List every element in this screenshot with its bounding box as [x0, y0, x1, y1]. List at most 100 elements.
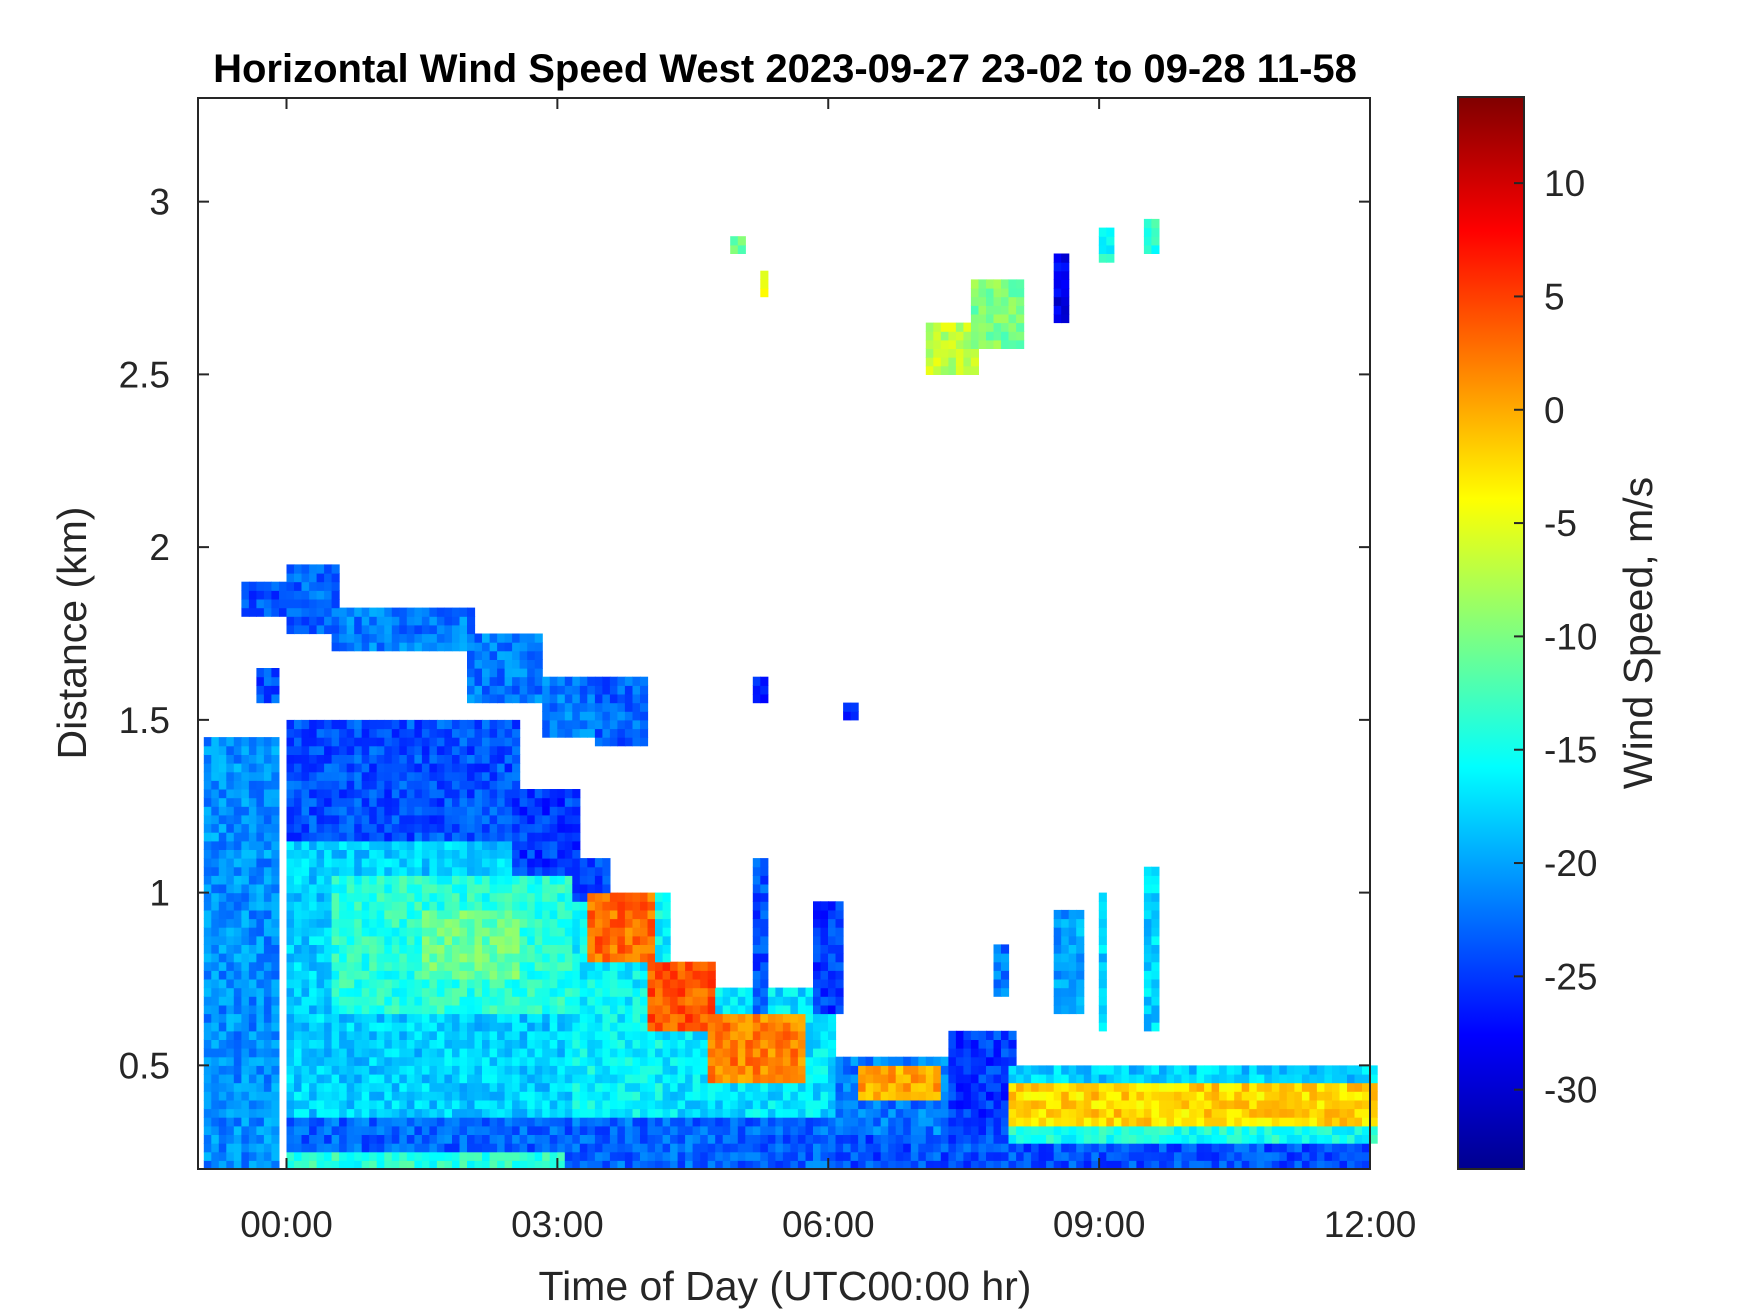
heatmap-cell [467, 944, 476, 954]
heatmap-cell [286, 789, 295, 799]
heatmap-cell [384, 737, 393, 747]
heatmap [203, 218, 1378, 1170]
heatmap-cell [888, 1134, 897, 1144]
heatmap-cell [263, 754, 272, 764]
heatmap-cell [1301, 1134, 1310, 1144]
heatmap-cell [662, 1004, 671, 1015]
heatmap-cell [534, 1091, 543, 1101]
heatmap-cell [414, 1048, 423, 1058]
heatmap-cell [421, 633, 430, 643]
heatmap-cell [1008, 1074, 1017, 1084]
heatmap-cell [339, 806, 348, 816]
heatmap-cell [1061, 1099, 1070, 1110]
heatmap-cell [557, 797, 566, 807]
heatmap-cell [1196, 1091, 1205, 1101]
heatmap-cell [218, 927, 227, 937]
heatmap-cell [655, 979, 664, 989]
heatmap-cell [1031, 1065, 1040, 1075]
heatmap-cell [745, 1022, 754, 1032]
heatmap-cell [843, 1065, 852, 1075]
heatmap-cell [436, 1065, 445, 1075]
heatmap-cell [843, 1134, 852, 1144]
heatmap-cell [617, 1108, 626, 1118]
heatmap-cell [346, 719, 355, 730]
heatmap-cell [1061, 305, 1070, 315]
heatmap-cell [316, 935, 325, 945]
heatmap-cell [361, 1143, 370, 1153]
heatmap-cell [572, 789, 581, 799]
heatmap-cell [203, 1013, 212, 1023]
heatmap-cell [436, 884, 445, 894]
heatmap-cell [369, 961, 378, 971]
heatmap-cell [384, 763, 393, 773]
heatmap-cell [955, 1082, 964, 1092]
heatmap-cell [745, 1099, 754, 1110]
heatmap-cell [948, 1065, 957, 1075]
heatmap-cell [497, 745, 506, 755]
heatmap-cell [655, 935, 664, 945]
heatmap-cell [301, 624, 310, 635]
heatmap-cell [640, 1056, 649, 1066]
heatmap-cell [640, 979, 649, 989]
heatmap-cell [519, 1125, 528, 1135]
heatmap-cell [474, 771, 483, 781]
heatmap-cell [241, 858, 250, 868]
heatmap-cell [421, 1091, 430, 1101]
heatmap-cell [226, 1004, 235, 1015]
heatmap-cell [775, 1039, 784, 1049]
heatmap-cell [339, 1091, 348, 1101]
heatmap-cell [309, 789, 318, 799]
heatmap-cell [286, 1099, 295, 1110]
heatmap-cell [489, 642, 498, 652]
heatmap-cell [294, 892, 303, 902]
heatmap-cell [700, 1108, 709, 1118]
heatmap-cell [497, 1065, 506, 1075]
heatmap-cell [910, 1091, 919, 1101]
heatmap-cell [617, 1151, 626, 1161]
heatmap-cell [467, 979, 476, 989]
heatmap-cell [489, 944, 498, 954]
heatmap-cell [346, 866, 355, 876]
heatmap-cell [444, 987, 453, 997]
heatmap-cell [286, 806, 295, 816]
heatmap-cell [880, 1151, 889, 1161]
heatmap-cell [346, 1151, 355, 1161]
heatmap-cell [271, 737, 280, 747]
heatmap-cell [489, 1091, 498, 1101]
heatmap-cell [226, 970, 235, 980]
heatmap-cell [858, 1134, 867, 1144]
heatmap-cell [813, 1134, 822, 1144]
heatmap-cell [241, 970, 250, 980]
heatmap-cell [467, 1030, 476, 1040]
heatmap-cell [828, 927, 837, 937]
heatmap-cell [489, 866, 498, 876]
heatmap-cell [534, 650, 543, 660]
heatmap-cell [677, 1082, 686, 1092]
heatmap-cell [820, 953, 829, 963]
heatmap-cell [1038, 1074, 1047, 1084]
heatmap-cell [1001, 1091, 1010, 1101]
heatmap-cell [677, 996, 686, 1006]
heatmap-cell [1061, 1091, 1070, 1101]
heatmap-cell [459, 953, 468, 963]
heatmap-cell [286, 996, 295, 1006]
heatmap-cell [1347, 1108, 1356, 1118]
heatmap-cell [1001, 1099, 1010, 1110]
heatmap-cell [474, 840, 483, 850]
heatmap-cell [858, 1091, 867, 1101]
heatmap-cell [782, 1125, 791, 1135]
heatmap-cell [324, 1074, 333, 1084]
heatmap-cell [203, 1048, 212, 1058]
heatmap-cell [745, 1030, 754, 1040]
heatmap-cell [813, 1030, 822, 1040]
heatmap-cell [572, 1143, 581, 1153]
heatmap-cell [324, 1022, 333, 1032]
heatmap-cell [948, 1099, 957, 1110]
heatmap-cell [339, 1108, 348, 1118]
heatmap-cell [346, 832, 355, 842]
heatmap-cell [1143, 970, 1152, 980]
heatmap-cell [1347, 1160, 1356, 1170]
heatmap-cell [271, 590, 280, 600]
heatmap-cell [361, 780, 370, 790]
heatmap-cell [233, 1056, 242, 1066]
